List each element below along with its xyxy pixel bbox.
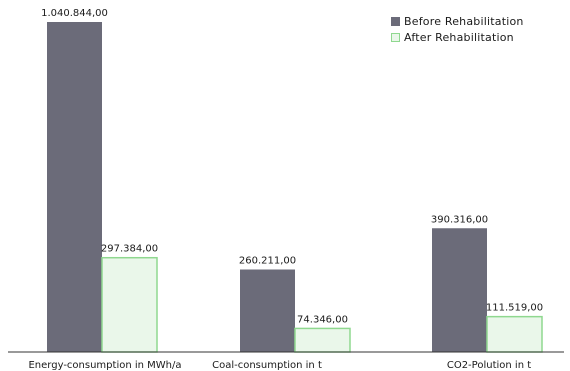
value-label-before-0: 1.040.844,00 [41, 8, 108, 19]
category-labels-group: Energy-consumption in MWh/a Coal-consumpt… [28, 360, 531, 371]
bar-after-0 [101, 256, 158, 353]
bar-before-0 [47, 22, 102, 352]
bar-after-1 [294, 327, 351, 353]
bars-group [47, 22, 543, 353]
category-label-1: Coal-consumption in t [212, 360, 322, 371]
legend-item-before: Before Rehabilitation [391, 13, 524, 29]
category-label-2: CO2-Polution in t [447, 360, 531, 371]
legend-label-after: After Rehabilitation [404, 30, 514, 44]
value-label-before-1: 260.211,00 [239, 256, 296, 267]
value-label-after-0: 297.384,00 [101, 244, 158, 255]
legend-swatch-after [391, 32, 400, 42]
value-label-after-2: 111.519,00 [486, 303, 543, 314]
value-labels-group: 1.040.844,00 297.384,00 260.211,00 74.346,0… [41, 8, 543, 325]
bar-before-1 [240, 269, 295, 352]
legend-item-after: After Rehabilitation [391, 29, 524, 45]
category-label-0: Energy-consumption in MWh/a [28, 360, 181, 371]
legend-label-before: Before Rehabilitation [404, 14, 524, 28]
bar-after-2 [486, 315, 543, 353]
value-label-before-2: 390.316,00 [431, 214, 488, 225]
legend: Before Rehabilitation After Rehabilitati… [391, 13, 524, 45]
bar-before-2 [432, 228, 487, 352]
value-label-after-1: 74.346,00 [297, 314, 348, 325]
legend-swatch-before [391, 16, 400, 26]
